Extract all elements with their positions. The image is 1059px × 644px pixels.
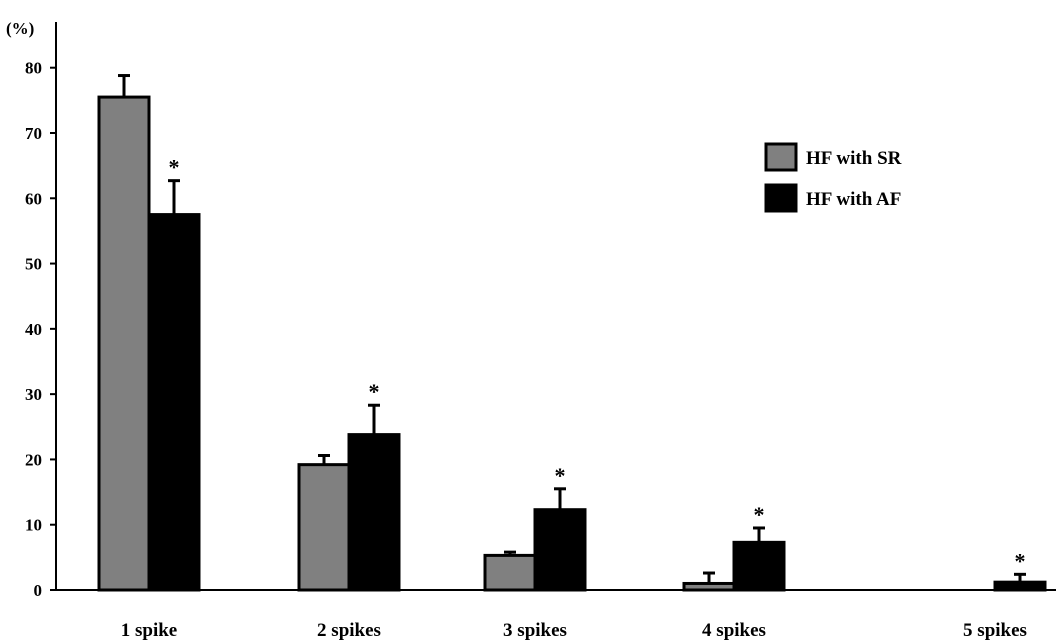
y-tick-label: 30 — [25, 385, 42, 404]
y-tick-label: 40 — [25, 320, 42, 339]
bars: * * * * * — [97, 74, 1047, 592]
y-tick-label: 50 — [25, 255, 42, 274]
axes — [55, 22, 1056, 591]
significance-marker: * — [369, 379, 380, 404]
bar-hf-with-af — [147, 213, 201, 592]
x-category-label: 2 spikes — [317, 620, 381, 641]
x-category-label: 4 spikes — [702, 620, 766, 641]
y-tick-label: 60 — [25, 189, 42, 208]
bar-hf-with-sr — [297, 463, 351, 592]
bar-hf-with-af — [993, 580, 1047, 592]
significance-marker: * — [169, 155, 180, 180]
y-tick-label: 70 — [25, 124, 42, 143]
y-tick-label: 0 — [34, 581, 43, 600]
x-category-label: 5 spikes — [963, 620, 1027, 641]
bar-hf-with-sr — [97, 95, 151, 592]
x-category-label: 3 spikes — [503, 620, 567, 641]
y-axis-ticks: 0 10 20 30 40 50 60 70 80 — [25, 59, 56, 600]
significance-marker: * — [555, 463, 566, 488]
bar-hf-with-af — [347, 433, 401, 592]
x-axis-labels: 1 spike 2 spikes 3 spikes 4 spikes 5 spikes — [121, 620, 1027, 641]
y-axis-unit-label: (%) — [6, 19, 34, 38]
significance-marker: * — [1015, 548, 1026, 573]
bar-hf-with-sr — [682, 581, 736, 592]
y-tick-label: 20 — [25, 450, 42, 469]
legend-swatch-hf-with-sr — [764, 142, 798, 172]
legend: HF with SR HF with AF — [764, 142, 902, 213]
y-tick-label: 80 — [25, 59, 42, 78]
legend-swatch-hf-with-af — [764, 183, 798, 213]
legend-label-hf-with-sr: HF with SR — [806, 148, 902, 169]
bar-hf-with-af — [533, 508, 587, 592]
legend-label-hf-with-af: HF with AF — [806, 189, 901, 210]
bar-hf-with-af — [732, 540, 786, 592]
y-tick-label: 10 — [25, 516, 42, 535]
significance-marker: * — [754, 502, 765, 527]
bar-hf-with-sr — [483, 553, 537, 592]
x-category-label: 1 spike — [121, 620, 178, 641]
